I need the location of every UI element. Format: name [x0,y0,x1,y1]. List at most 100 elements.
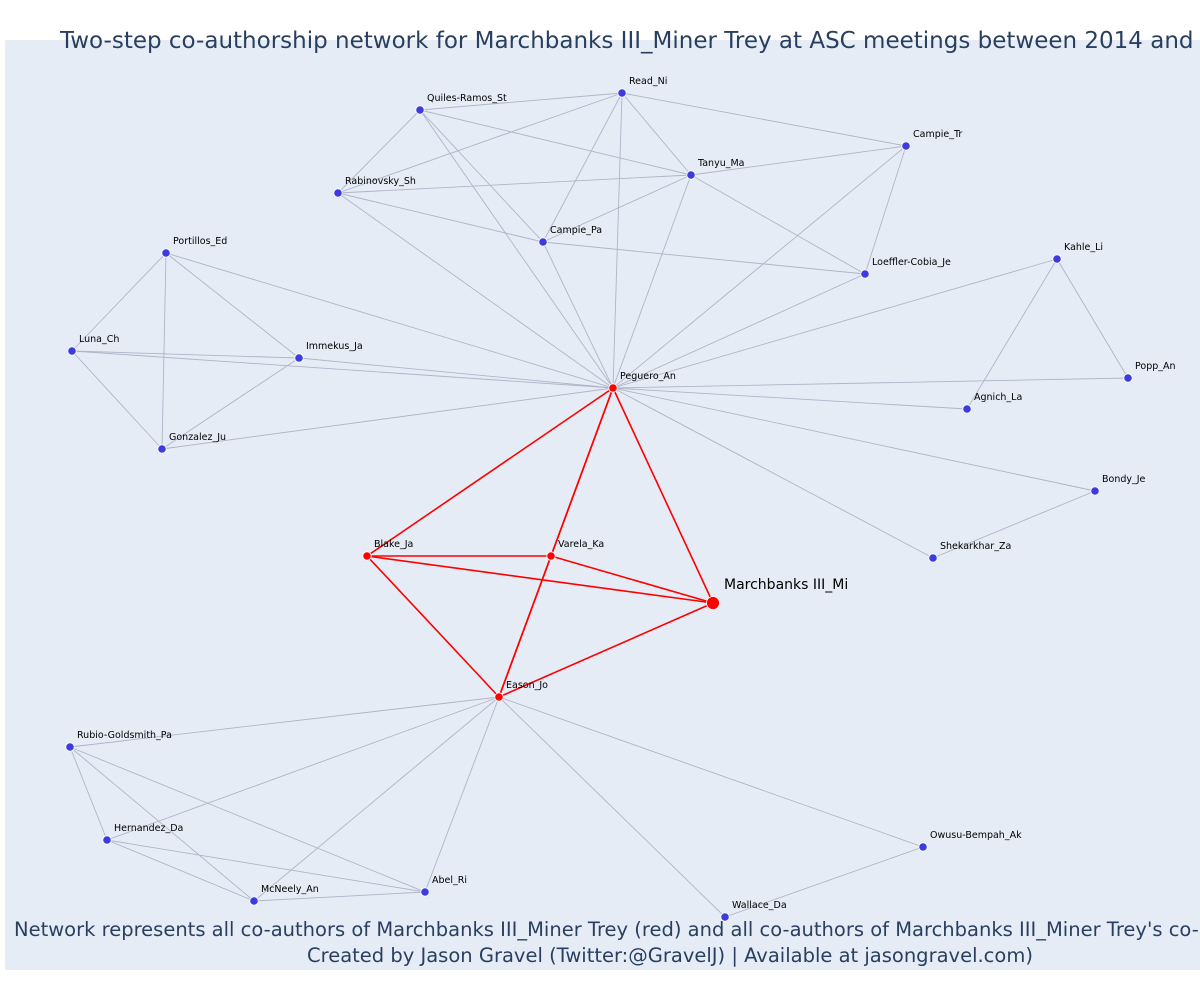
node-marker[interactable] [706,596,720,610]
node-gonzalez[interactable]: Gonzalez_Ju [157,432,226,454]
edge-rubio-abel [69,746,426,893]
edge-rubio-eason [69,696,500,748]
node-shekarkhar[interactable]: Shekarkhar_Za [928,541,1011,563]
node-immekus[interactable]: Immekus_Ja [294,341,363,363]
footer-description: Network represents all co-authors of Mar… [14,918,1200,941]
node-marker[interactable] [333,188,343,198]
node-marchbanks[interactable]: Marchbanks III_Mi [706,577,849,610]
edge-quiles-rabinovsky [337,109,421,194]
node-marker[interactable] [494,692,504,702]
edge-bondy-peguero [612,387,1096,492]
edge-portillos-gonzalez [161,252,167,450]
node-luna[interactable]: Luna_Ch [67,334,120,356]
edge-kahle-popp [1056,258,1129,379]
node-campie_tr[interactable]: Campie_Tr [901,129,963,151]
node-marker[interactable] [901,141,911,151]
node-campie_pa[interactable]: Campie_Pa [538,225,602,247]
edge-owusu-eason [498,696,924,848]
node-marker[interactable] [294,353,304,363]
node-marker[interactable] [102,835,112,845]
edge-bondy-shekarkhar [932,490,1096,559]
node-label: Abel_Ri [432,875,467,886]
node-marker[interactable] [161,248,171,258]
node-label: Rabinovsky_Sh [345,176,416,187]
node-portillos[interactable]: Portillos_Ed [161,236,227,258]
node-marker[interactable] [1052,254,1062,264]
node-label: Loeffler-Cobia_Je [872,257,951,268]
edge-immekus-peguero [298,357,614,389]
node-eason[interactable]: Eason_Jo [494,680,548,702]
edge-read_ni-campie_pa [542,92,623,243]
edge-agnich-peguero [612,387,968,410]
footer-credit: Created by Jason Gravel (Twitter:@Gravel… [307,944,1033,967]
node-rubio[interactable]: Rubio-Goldsmith_Pa [65,730,172,752]
node-marker[interactable] [65,742,75,752]
node-label: Campie_Pa [550,225,602,236]
node-hernandez[interactable]: Hernandez_Da [102,823,184,845]
edge-luna-peguero [71,350,614,389]
edge-hernandez-mcneely [106,839,255,902]
node-kahle[interactable]: Kahle_Li [1052,242,1103,264]
node-label: Marchbanks III_Mi [724,577,848,593]
node-marker[interactable] [538,237,548,247]
node-marker[interactable] [686,170,696,180]
edge-eason-marchbanks [498,602,714,698]
node-marker[interactable] [420,887,430,897]
node-marker[interactable] [67,346,77,356]
node-marker[interactable] [1123,373,1133,383]
edge-varela-marchbanks [550,555,714,604]
node-label: Bondy_Je [1102,474,1146,485]
node-quiles[interactable]: Quiles-Ramos_St [415,93,507,115]
node-rabinovsky[interactable]: Rabinovsky_Sh [333,176,416,198]
node-label: Popp_An [1135,361,1176,372]
node-abel[interactable]: Abel_Ri [420,875,467,897]
edge-campie_tr-peguero [612,145,907,389]
node-mcneely[interactable]: McNeely_An [249,884,319,906]
plot-background [5,40,1200,970]
node-owusu[interactable]: Owusu-Bempah_Ak [918,830,1022,852]
node-marker[interactable] [918,842,928,852]
edge-kahle-agnich [966,258,1058,410]
node-marker[interactable] [928,553,938,563]
node-label: Luna_Ch [79,334,119,345]
edge-gonzalez-peguero [161,387,614,450]
edge-blake-marchbanks [366,555,714,604]
edge-quiles-read_ni [419,92,623,111]
edge-loeffler-peguero [612,273,866,389]
edge-kahle-peguero [612,258,1058,389]
node-loeffler[interactable]: Loeffler-Cobia_Je [860,257,951,279]
edge-campie_tr-tanyu [690,145,907,176]
node-label: Campie_Tr [913,129,962,140]
node-marker[interactable] [720,912,730,922]
node-marker[interactable] [962,404,972,414]
edge-mcneely-abel [253,891,426,902]
node-marker[interactable] [546,551,556,561]
node-label: Eason_Jo [506,680,548,691]
edge-hernandez-abel [106,839,426,893]
node-marker[interactable] [249,896,259,906]
node-marker[interactable] [362,551,372,561]
node-bondy[interactable]: Bondy_Je [1090,474,1146,496]
node-read_ni[interactable]: Read_Ni [617,76,668,98]
node-varela[interactable]: Varela_Ka [546,539,604,561]
node-marker[interactable] [157,444,167,454]
node-tanyu[interactable]: Tanyu_Ma [686,158,745,180]
node-popp[interactable]: Popp_An [1123,361,1176,383]
node-marker[interactable] [1090,486,1100,496]
edge-rubio-hernandez [69,746,108,841]
node-wallace[interactable]: Wallace_Da [720,900,787,922]
node-agnich[interactable]: Agnich_La [962,392,1023,414]
node-label: Portillos_Ed [173,236,227,247]
node-marker[interactable] [617,88,627,98]
node-marker[interactable] [415,105,425,115]
edge-portillos-immekus [165,252,300,359]
node-label: Quiles-Ramos_St [427,93,507,104]
node-marker[interactable] [608,383,618,393]
node-marker[interactable] [860,269,870,279]
edge-peguero-marchbanks [612,387,714,604]
edge-luna-gonzalez [71,350,163,450]
edge-read_ni-peguero [612,92,623,389]
node-blake[interactable]: Blake_Ja [362,539,414,561]
edge-tanyu-campie_pa [542,174,692,243]
node-peguero[interactable]: Peguero_An [608,371,676,393]
